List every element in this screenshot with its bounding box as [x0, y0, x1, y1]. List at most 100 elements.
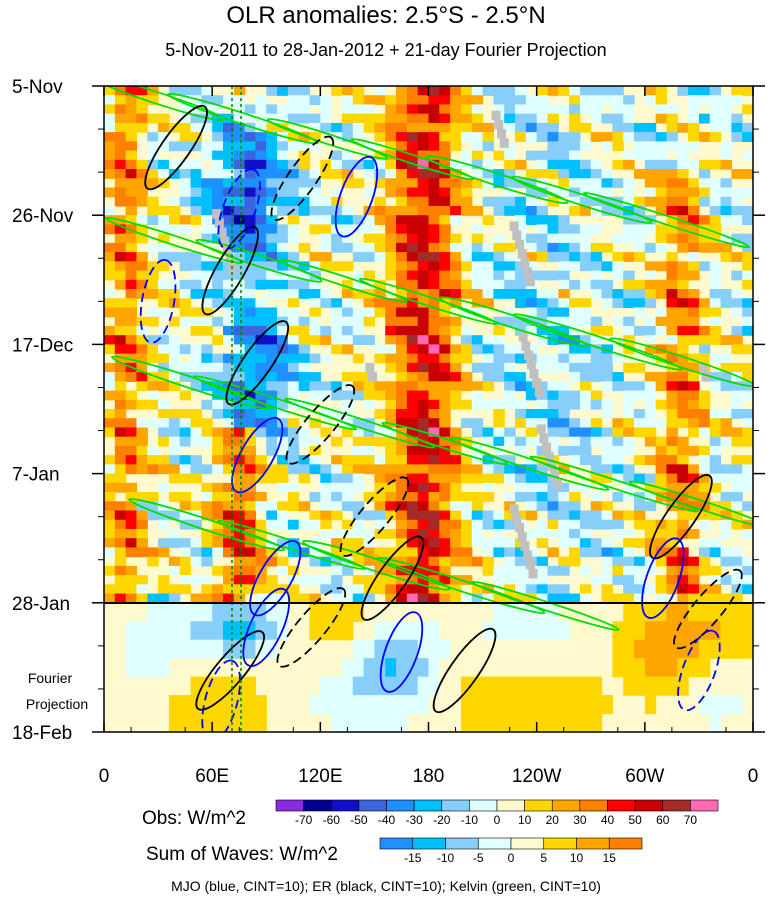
olr-field-cell: [569, 316, 581, 327]
olr-field-cell: [536, 473, 549, 484]
projection-field-cell: [525, 713, 538, 732]
olr-field-cell: [125, 399, 138, 410]
olr-field-cell: [634, 132, 646, 142]
olr-field-cell: [493, 353, 505, 364]
olr-field-cell: [666, 372, 678, 382]
olr-field-cell: [471, 122, 484, 133]
olr-field-cell: [698, 399, 711, 410]
waves-colorbar-swatch: [379, 837, 414, 850]
olr-field-cell: [428, 455, 440, 465]
olr-field-cell: [666, 205, 678, 216]
olr-field-cell: [104, 427, 116, 438]
olr-field-cell: [331, 316, 343, 327]
kelvin-contour: [279, 259, 408, 303]
olr-field-cell: [547, 547, 559, 558]
projection-field-cell: [644, 676, 657, 696]
olr-field-cell: [222, 593, 235, 604]
olr-field-cell: [644, 372, 657, 382]
olr-field-cell: [688, 122, 700, 133]
olr-field-cell: [233, 418, 246, 429]
projection-field-cell: [677, 676, 689, 696]
olr-field-cell: [515, 353, 527, 364]
olr-field-cell: [222, 427, 235, 438]
olr-field-cell: [677, 122, 689, 133]
olr-field-cell: [709, 473, 722, 484]
olr-field-cell: [255, 501, 267, 512]
olr-field-cell: [601, 289, 613, 299]
olr-field-cell: [212, 104, 224, 115]
olr-field-cell: [612, 473, 624, 484]
olr-field-cell: [374, 169, 386, 179]
olr-field-cell: [190, 547, 202, 558]
olr-field-cell: [417, 565, 430, 576]
olr-field-cell: [104, 565, 116, 576]
olr-field-cell: [352, 445, 365, 456]
olr-field-cell: [255, 399, 267, 410]
olr-field-cell: [666, 187, 678, 198]
olr-field-cell: [569, 279, 581, 290]
olr-field-cell: [331, 242, 343, 253]
olr-field-cell: [471, 584, 484, 595]
olr-field-cell: [114, 418, 127, 429]
olr-field-cell: [471, 593, 484, 604]
olr-field-cell: [536, 362, 549, 373]
olr-field-cell: [742, 169, 753, 179]
olr-field-cell: [363, 464, 376, 475]
olr-field-cell: [720, 409, 732, 419]
olr-field-cell: [460, 556, 473, 567]
olr-field-cell: [298, 436, 311, 447]
olr-field-cell: [731, 252, 743, 262]
olr-field-cell: [536, 224, 549, 235]
projection-field-cell: [190, 602, 202, 622]
olr-field-cell: [547, 242, 559, 253]
wave-contours: [104, 86, 753, 732]
projection-field-cell: [179, 639, 192, 659]
olr-field-cell: [406, 473, 419, 484]
olr-field-cell: [125, 159, 138, 170]
olr-field-cell: [233, 141, 246, 152]
olr-field-cell: [244, 353, 257, 364]
olr-field-cell: [277, 381, 289, 392]
olr-field-cell: [493, 565, 505, 576]
olr-field-cell: [352, 556, 365, 567]
kelvin-contour: [381, 421, 509, 466]
projection-field-cell: [482, 621, 494, 641]
olr-field-cell: [158, 298, 170, 309]
olr-field-cell: [536, 575, 549, 585]
olr-field-cell: [341, 381, 354, 392]
olr-field-cell: [352, 482, 365, 493]
olr-field-cell: [666, 298, 678, 309]
olr-field-cell: [471, 252, 484, 262]
olr-field-cell: [385, 252, 397, 262]
olr-field-cell: [515, 593, 527, 604]
olr-field-cell: [525, 178, 538, 189]
olr-field-cell: [590, 390, 603, 401]
olr-field-cell: [493, 455, 505, 465]
olr-field-cell: [212, 565, 224, 576]
olr-field-cell: [688, 132, 700, 142]
projection-field-cell: [731, 695, 743, 715]
olr-field-cell: [590, 113, 603, 124]
olr-field-cell: [590, 399, 603, 410]
olr-field-cell: [212, 482, 224, 493]
olr-field-cell: [742, 565, 753, 576]
olr-field-cell: [136, 270, 148, 281]
olr-field-cell: [558, 335, 570, 345]
olr-field-cell: [569, 159, 581, 170]
olr-field-cell: [731, 298, 743, 309]
olr-field-cell: [277, 242, 289, 253]
olr-field-cell: [396, 399, 408, 410]
olr-field-cell: [720, 215, 732, 226]
olr-field-cell: [114, 335, 127, 345]
olr-field-cell: [428, 215, 440, 226]
olr-field-cell: [590, 252, 603, 262]
olr-field-cell: [666, 104, 678, 115]
olr-field-cell: [536, 492, 549, 502]
olr-field-cell: [136, 519, 148, 530]
olr-field-cell: [579, 455, 592, 465]
olr-field-cell: [136, 187, 148, 198]
olr-field-cell: [396, 279, 408, 290]
mjo-contour: [334, 155, 379, 238]
olr-field-cell: [309, 492, 321, 502]
olr-field-cell: [417, 418, 430, 429]
